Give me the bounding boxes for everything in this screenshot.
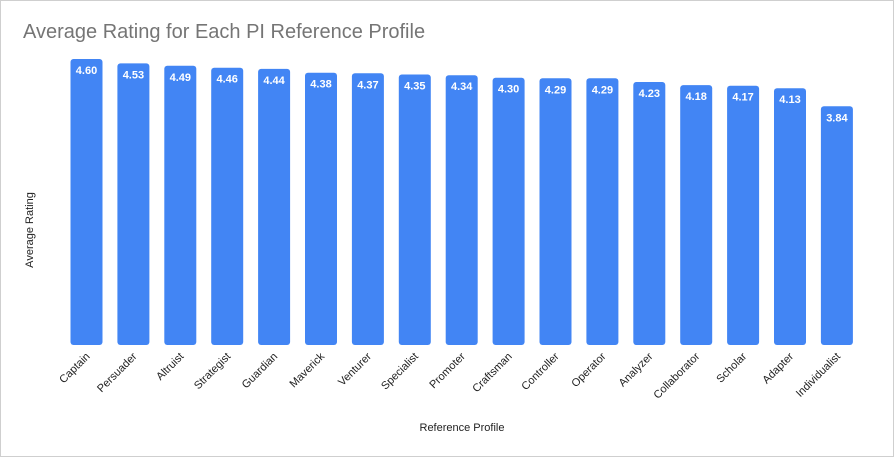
bar-value-label: 4.35 [404, 81, 425, 93]
x-tick-label: Promoter [427, 350, 468, 391]
x-tick-label: Maverick [288, 350, 328, 390]
x-tick-label: Craftsman [470, 351, 514, 395]
x-tick-label: Strategist [192, 351, 233, 392]
y-axis-title: Average Rating [24, 192, 36, 268]
bar-adapter [774, 88, 806, 345]
bar-scholar [727, 85, 760, 345]
x-tick-label: Operator [569, 350, 608, 389]
bar-venturer [351, 73, 384, 346]
bar-controller [539, 78, 572, 346]
x-tick-label: Persuader [95, 350, 140, 395]
bar-altruist [164, 65, 197, 346]
bar-value-label: 4.38 [310, 79, 331, 91]
bar-value-label: 4.29 [592, 84, 613, 96]
bar-value-label: 4.46 [216, 74, 237, 86]
bar-value-label: 4.29 [545, 84, 566, 96]
x-tick-label: Guardian [240, 351, 280, 391]
bar-value-label: 4.34 [451, 81, 473, 93]
bar-value-label: 3.84 [826, 112, 848, 124]
bar-value-label: 4.60 [76, 65, 97, 77]
bar-value-label: 4.44 [263, 75, 285, 87]
bar-value-label: 4.13 [779, 94, 800, 106]
x-axis-title: Reference Profile [420, 422, 505, 434]
bar-specialist [398, 74, 431, 345]
chart-title: Average Rating for Each PI Reference Pro… [23, 21, 426, 43]
x-tick-label: Scholar [714, 350, 749, 385]
x-tick-label: Adapter [760, 350, 796, 386]
bar-value-label: 4.30 [498, 84, 519, 96]
bar-captain [70, 59, 103, 345]
x-tick-labels: Captain Persuader Altruist Strategist Guardi… [57, 350, 843, 401]
bar-collaborator [680, 85, 713, 345]
bar-value-label: 4.18 [685, 91, 706, 103]
x-tick-label: Captain [57, 351, 92, 386]
bar-analyzer [633, 82, 666, 345]
bar-value-label: 4.17 [732, 92, 753, 104]
bars-layer: 4.60 4.53 4.49 4.46 4.44 4.38 4.37 4.35 4.34 4.30… [70, 59, 853, 346]
x-tick-label: Altruist [154, 351, 186, 383]
x-tick-label: Collaborator [651, 350, 702, 401]
bar-maverick [305, 72, 337, 345]
x-tick-label: Individualist [794, 351, 843, 400]
bar-value-label: 4.23 [639, 88, 660, 100]
bar-guardian [258, 68, 291, 346]
bar-strategist [211, 67, 244, 345]
x-tick-label: Venturer [336, 350, 374, 388]
bar-value-label: 4.49 [170, 72, 191, 84]
x-tick-label: Analyzer [617, 350, 656, 389]
bar-value-label: 4.53 [123, 69, 144, 81]
x-tick-label: Specialist [379, 351, 421, 393]
bar-persuader [117, 63, 150, 346]
bar-operator [586, 78, 619, 346]
bar-promoter [445, 75, 478, 345]
x-tick-label: Controller [519, 350, 561, 392]
bar-value-label: 4.37 [357, 79, 378, 91]
bar-individualist [820, 106, 853, 345]
bar-craftsman [492, 77, 525, 345]
